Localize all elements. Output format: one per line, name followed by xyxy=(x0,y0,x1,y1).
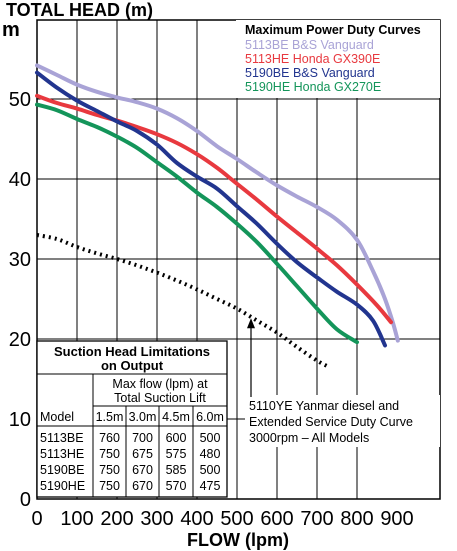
table-max-flow-header-1: Max flow (lpm) at xyxy=(112,377,208,391)
x-tick-label: 900 xyxy=(380,508,413,530)
y-tick-label: 50 xyxy=(9,89,31,111)
table-cell: 670 xyxy=(132,479,153,493)
table-cell: 500 xyxy=(200,463,221,477)
legend-item: 5190BE B&S Vanguard xyxy=(245,66,375,80)
table-model-header: Model xyxy=(40,410,74,424)
table-row: 5190BE 750 670 585 500 xyxy=(40,463,220,477)
series-line-0 xyxy=(35,63,400,343)
x-tick-labels: 0 100 200 300 400 500 600 700 800 900 xyxy=(31,508,413,530)
x-tick-label: 100 xyxy=(60,508,93,530)
x-tick-label: 500 xyxy=(220,508,253,530)
x-tick-label: 200 xyxy=(100,508,133,530)
table-cell: 760 xyxy=(99,431,120,445)
table-cell: 570 xyxy=(166,479,187,493)
table-cell: 700 xyxy=(132,431,153,445)
x-tick-label: 600 xyxy=(260,508,293,530)
table-lift-1: 1.5m xyxy=(96,410,124,424)
y-tick-label: 30 xyxy=(9,249,31,271)
legend-item: 5113HE Honda GX390E xyxy=(245,52,380,66)
table-cell-model: 5113HE xyxy=(40,447,84,461)
suction-table-frame xyxy=(36,340,228,498)
annotation-arrow-head xyxy=(247,318,255,329)
x-axis-title: FLOW (lpm) xyxy=(187,530,289,550)
suction-table-title-2: on Output xyxy=(101,358,164,373)
y-tick-label: 40 xyxy=(9,169,31,191)
table-row: 5190HE 750 670 570 475 xyxy=(40,479,220,493)
annotation-line-1: 5110YE Yanmar diesel and xyxy=(249,399,399,413)
y-tick-labels: 0 10 20 30 40 50 xyxy=(9,89,31,511)
table-cell: 500 xyxy=(200,431,221,445)
annotation-line-2: Extended Service Duty Curve xyxy=(249,415,413,429)
x-tick-label: 300 xyxy=(140,508,173,530)
table-cell-model: 5190HE xyxy=(40,479,85,493)
table-cell: 750 xyxy=(99,447,120,461)
series-curves xyxy=(35,63,400,369)
legend: Maximum Power Duty Curves 5113BE B&S Van… xyxy=(236,20,440,98)
annotation-line-3: 3000rpm – All Models xyxy=(249,431,369,445)
legend-box xyxy=(236,20,440,98)
y-tick-label: 10 xyxy=(9,409,31,431)
table-cell: 475 xyxy=(200,479,221,493)
table-cell: 750 xyxy=(99,463,120,477)
legend-item: 5190HE Honda GX270E xyxy=(245,80,381,94)
table-row: 5113HE 750 675 575 480 xyxy=(40,447,220,461)
table-cell-model: 5113BE xyxy=(40,431,84,445)
y-unit-label: m xyxy=(2,19,20,41)
table-lift-4: 6.0m xyxy=(196,410,224,424)
legend-item: 5113BE B&S Vanguard xyxy=(245,38,374,52)
x-tick-label: 800 xyxy=(340,508,373,530)
table-lift-2: 3.0m xyxy=(129,410,157,424)
legend-title: Maximum Power Duty Curves xyxy=(245,23,421,37)
suction-table: Suction Head Limitations on Output Max f… xyxy=(36,340,228,498)
series-line-2 xyxy=(35,70,387,348)
table-cell: 585 xyxy=(166,463,187,477)
table-cell: 480 xyxy=(200,447,221,461)
table-cell: 600 xyxy=(166,431,187,445)
y-tick-label: 0 xyxy=(20,489,31,511)
table-cell: 750 xyxy=(99,479,120,493)
annotation: 5110YE Yanmar diesel and Extended Servic… xyxy=(245,318,440,447)
annotation-box xyxy=(245,395,440,447)
table-cell-model: 5190BE xyxy=(40,463,84,477)
table-max-flow-header-2: Total Suction Lift xyxy=(114,391,206,405)
table-cell: 670 xyxy=(132,463,153,477)
x-tick-label: 0 xyxy=(31,508,42,530)
table-lift-3: 4.5m xyxy=(162,410,190,424)
series-line-1 xyxy=(35,93,393,325)
x-tick-label: 400 xyxy=(180,508,213,530)
chart-title: TOTAL HEAD (m) xyxy=(6,0,153,20)
x-tick-label: 700 xyxy=(300,508,333,530)
table-row: 5113BE 760 700 600 500 xyxy=(40,431,220,445)
table-cell: 575 xyxy=(166,447,187,461)
table-cell: 675 xyxy=(132,447,153,461)
suction-table-title-1: Suction Head Limitations xyxy=(54,344,210,359)
y-tick-label: 20 xyxy=(9,329,31,351)
series-line-3 xyxy=(35,102,359,345)
